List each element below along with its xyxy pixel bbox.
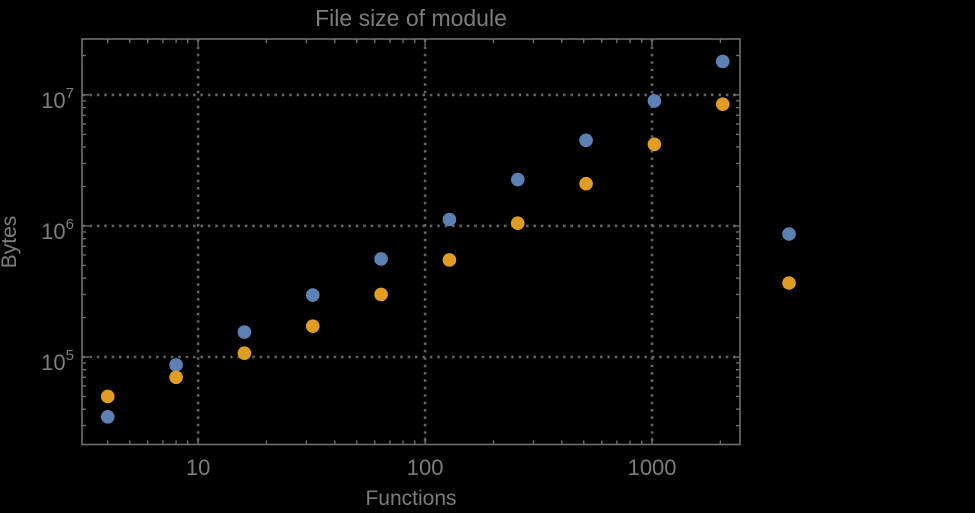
data-point-series-1 (442, 212, 457, 227)
y-axis-label: Bytes (0, 216, 21, 269)
y-tick-exponent: 6 (66, 216, 74, 233)
data-point-series-1 (510, 172, 525, 187)
y-tick-mantissa: 10 (41, 219, 65, 244)
y-tick-label: 107 (41, 85, 74, 113)
legend-marker-series-2 (782, 276, 796, 290)
y-tick-mantissa: 10 (41, 88, 65, 113)
legend-marker-series-1 (782, 227, 796, 241)
y-tick-exponent: 7 (66, 85, 74, 102)
y-tick-exponent: 5 (66, 347, 74, 364)
data-point-series-2 (442, 253, 457, 267)
data-point-series-2 (374, 287, 388, 302)
data-point-series-1 (169, 358, 183, 372)
data-point-series-1 (374, 252, 388, 266)
data-point-series-1 (100, 409, 115, 424)
chart-title: File size of module (315, 5, 507, 31)
x-tick-label: 100 (407, 455, 444, 480)
data-point-series-2 (237, 346, 252, 360)
data-point-series-2 (715, 97, 730, 111)
y-tick-mantissa: 10 (41, 350, 65, 375)
data-point-series-1 (237, 325, 252, 339)
data-point-series-1 (647, 94, 662, 108)
x-axis-label: Functions (365, 487, 456, 510)
data-point-series-2 (647, 137, 662, 152)
data-point-series-2 (305, 319, 320, 333)
data-point-series-2 (510, 216, 525, 230)
data-point-series-2 (100, 389, 115, 404)
data-point-series-1 (715, 54, 730, 69)
y-tick-label: 106 (41, 216, 74, 244)
data-point-series-1 (305, 288, 320, 302)
data-point-series-2 (169, 370, 183, 385)
plot-frame (81, 38, 741, 446)
y-tick-label: 105 (41, 347, 74, 375)
data-point-series-2 (579, 176, 593, 191)
data-point-series-1 (579, 133, 593, 148)
x-tick-label: 1000 (628, 455, 677, 480)
x-tick-label: 10 (186, 455, 210, 480)
